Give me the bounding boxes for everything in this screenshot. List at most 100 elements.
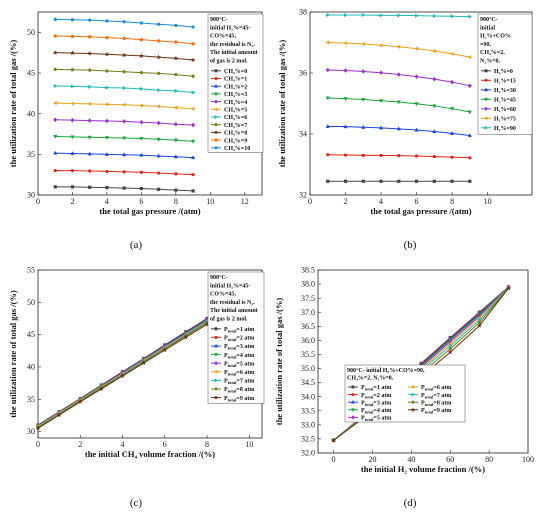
legend-swatch-marker (213, 107, 218, 112)
legend-entry-label: Ptotal=5 atm (224, 361, 254, 368)
data-point (53, 117, 58, 123)
data-point (156, 71, 161, 75)
legend-swatch-marker (214, 343, 218, 348)
legend-entry-label: Ptotal=7 atm (224, 379, 254, 386)
data-point (414, 154, 419, 158)
legend-entry-label: Ptotal=6 atm (421, 385, 451, 392)
y-tick-label: 35 (27, 150, 35, 159)
y-axis-label: the utilization rate of total gas /(%) (274, 298, 284, 426)
data-point (477, 318, 482, 323)
legend-entry-label: Ptotal=4 atm (224, 353, 254, 360)
data-point (156, 38, 161, 43)
data-point (122, 85, 127, 91)
data-point (343, 97, 348, 101)
data-point (70, 68, 75, 72)
y-tick-label: 34.0 (301, 392, 315, 401)
legend-entry-label: Ptotal=6 atm (224, 370, 254, 377)
y-tick-label: 37.5 (301, 294, 315, 303)
legend-swatch-marker (214, 92, 218, 97)
data-point (379, 153, 383, 157)
data-point (156, 104, 161, 109)
x-tick-label: 4 (105, 197, 109, 206)
x-tick-label: 2 (78, 440, 82, 449)
data-point (174, 73, 178, 77)
panel-caption: (b) (404, 239, 417, 251)
data-point (122, 119, 127, 124)
data-point (141, 360, 147, 366)
x-axis-label: the initial CH₄ volume fraction /(%) (85, 449, 215, 459)
data-point (121, 102, 126, 107)
data-point (190, 106, 195, 111)
data-point (361, 69, 366, 74)
data-point (378, 43, 383, 48)
legend-box (477, 13, 533, 135)
legend-entry-label: Ptotal=1 atm (224, 327, 254, 334)
data-point (139, 21, 143, 25)
legend-entry-label: Ptotal=3 atm (361, 400, 391, 407)
data-point (139, 71, 144, 75)
y-tick-label: 36.5 (301, 322, 315, 331)
legend-box (344, 364, 466, 423)
data-point (415, 13, 419, 18)
data-point (414, 46, 419, 51)
data-point (53, 83, 58, 89)
data-point (173, 154, 178, 159)
data-point (87, 135, 92, 140)
data-point (70, 101, 74, 106)
x-tick-label: 0 (308, 197, 312, 206)
data-point (468, 14, 473, 19)
data-point (53, 185, 57, 189)
y-tick-label: 40 (27, 109, 35, 118)
data-point (88, 169, 92, 173)
legend-swatch-marker (351, 399, 355, 404)
data-point (450, 14, 455, 19)
data-point (432, 154, 436, 159)
data-point (467, 83, 472, 89)
legend-swatch-marker (351, 415, 355, 420)
legend-swatch-marker (214, 69, 218, 73)
data-point (52, 49, 58, 55)
data-point (105, 35, 109, 40)
legend-entry-label: CH₄%=7 (224, 123, 247, 129)
data-point (432, 179, 436, 183)
legend-swatch-marker (214, 335, 218, 339)
legend-header-line: CO%=45, (210, 34, 236, 40)
panel-caption: (d) (404, 497, 417, 509)
data-point (88, 18, 92, 22)
data-point (173, 121, 178, 127)
y-tick-label: 34 (299, 130, 307, 139)
data-point (379, 179, 383, 183)
data-point (87, 101, 92, 107)
data-point (119, 373, 126, 379)
data-point (104, 118, 109, 124)
data-point (183, 334, 189, 340)
data-point (139, 86, 144, 91)
data-point (343, 68, 348, 73)
legend-swatch-marker (484, 106, 488, 112)
x-tick-label: 0 (36, 440, 40, 449)
data-point (174, 188, 178, 192)
legend-swatch-marker (484, 69, 488, 73)
legend-swatch-marker (351, 408, 355, 413)
x-tick-label: 4 (121, 440, 125, 449)
legend-entry-label: H₂%=0 (494, 69, 513, 75)
data-point (325, 67, 330, 73)
y-tick-label: 36.0 (301, 336, 315, 345)
legend-swatch-marker (484, 87, 488, 92)
data-point (105, 169, 109, 174)
data-point (432, 76, 437, 82)
y-tick-label: 40 (27, 363, 35, 372)
data-point (344, 12, 348, 18)
data-point (378, 125, 384, 130)
legend-entry-label: Ptotal=9 atm (224, 396, 254, 403)
data-point (98, 386, 104, 392)
legend-swatch-marker (410, 385, 415, 389)
data-point (174, 88, 179, 93)
data-point (326, 153, 330, 157)
data-point (173, 55, 179, 61)
x-tick-label: 20 (368, 455, 376, 464)
data-point (53, 67, 58, 71)
data-point (450, 155, 454, 159)
legend-header-line: initial H₂%=45- (210, 25, 250, 31)
data-point (343, 41, 347, 46)
